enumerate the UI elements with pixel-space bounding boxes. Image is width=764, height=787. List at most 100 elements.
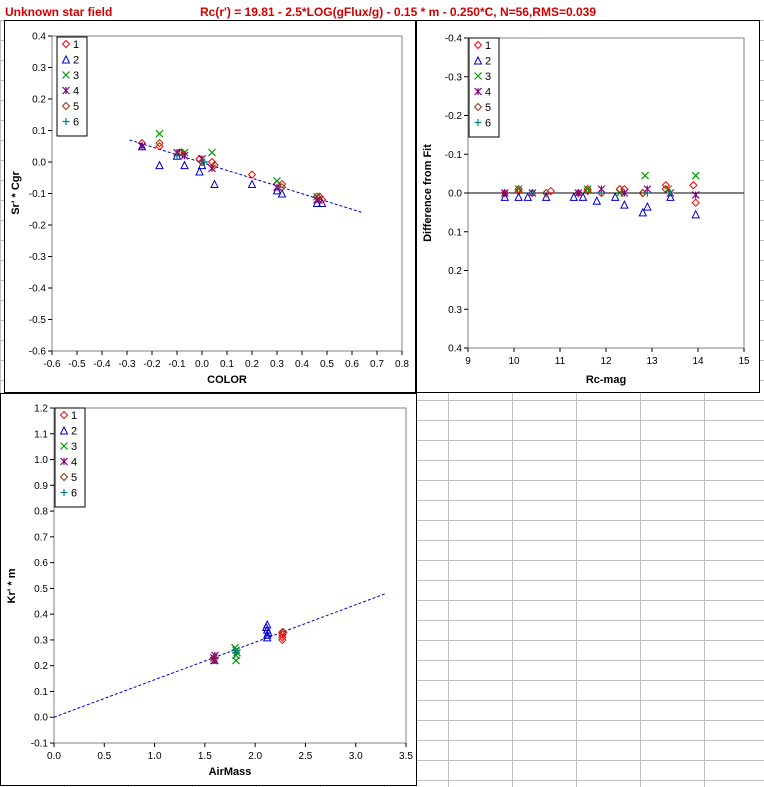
data-point [209,653,219,663]
series-6 [173,152,283,191]
color-term-chart[interactable]: -0.6 -0.5 -0.4 -0.3 -0.2 -0.1 0.0 0.1 0.2 0.3 0.4 0… [4,20,416,393]
data-point [177,148,187,157]
y-tick-label: 1.2 [34,404,48,415]
plot-area [51,35,403,352]
legend-label: 6 [71,488,77,500]
series-5 [155,138,324,201]
data-point [201,158,208,166]
legend-marker [60,457,68,466]
plot-area [53,407,407,744]
data-point [155,142,164,151]
x-tick-label: 0.5 [320,359,334,370]
data-point [569,192,579,201]
series-3 [514,171,700,197]
legend-label: 3 [73,70,79,82]
data-point [514,184,523,194]
data-point [232,649,240,657]
data-point [272,185,282,195]
legend-marker [61,39,71,49]
legend-marker [473,55,483,65]
x-tick-label: 0.2 [245,359,259,370]
legend-marker [474,87,482,96]
legend-marker [61,54,71,64]
legend-marker [59,472,69,482]
data-point [514,192,523,201]
data-point [546,186,556,196]
data-point [263,627,273,637]
data-point [173,152,181,160]
data-point [279,627,288,637]
legend-label: 5 [71,472,77,484]
data-point [541,192,551,201]
residuals-plot: 9 10 11 12 13 14 15-0.4-0.3-0.2-0.10.00.10.20.… [422,34,750,387]
series-6 [528,189,674,197]
x-tick-label: 0.0 [47,751,61,762]
y-tick-label: 0.0 [448,189,462,200]
y-tick-label: 0.4 [448,344,462,355]
legend-label: 6 [485,118,491,130]
x-tick-label: -0.2 [143,359,161,370]
x-tick-label: 0.5 [97,751,111,762]
legend-box [56,36,88,137]
y-axis-label: Difference from Fit [422,144,434,242]
series-6 [231,646,240,657]
data-point [208,148,216,157]
data-point [500,192,510,201]
residuals-chart[interactable]: 9 10 11 12 13 14 15 -0.4 -0.3 -0.2 -0.1 0.0 0.1 0.2 0.… [416,20,760,393]
x-tick-label: 11 [555,356,566,367]
legend-marker [59,410,69,420]
x-tick-label: 1.5 [198,751,212,762]
legend-label: 1 [485,40,491,52]
sheet-header: Unknown star field Rc(r') = 19.81 - 2.5*… [0,0,764,21]
legend-label: 1 [73,39,79,51]
extinction-chart[interactable]: 0.0 0.5 1.0 1.5 2.0 2.5 3.0 3.5 1.2 1.1 1.0 0.9 0.8 0… [0,393,417,786]
data-point [261,622,271,632]
data-point [210,179,219,189]
data-point [315,192,324,201]
data-point [523,192,533,201]
x-tick-label: -0.6 [43,359,61,370]
x-tick-label: 0.6 [345,359,359,370]
x-tick-label: 1.0 [148,751,162,762]
y-tick-label: -0.3 [445,72,463,83]
y-tick-label: 0.4 [34,610,48,621]
data-point [278,635,287,645]
y-tick-label: 0.0 [34,713,48,724]
y-axis-label: Kr' * m [6,568,18,603]
y-tick-label: 0.5 [34,584,48,595]
fit-line [53,593,387,718]
data-point [277,188,287,198]
data-point [155,138,164,148]
data-point [592,196,602,205]
legend-label: 3 [485,71,491,83]
data-point [691,191,700,199]
x-axis-label: COLOR [207,374,247,386]
data-point [610,192,620,201]
data-point [210,160,219,170]
data-point [620,200,629,209]
data-point [661,184,671,194]
legend-marker [60,489,68,496]
transform-formula: Rc(r') = 19.81 - 2.5*LOG(gFlux/g) - 0.15… [200,5,597,19]
legend-marker [60,442,68,450]
legend-label: 4 [485,87,491,99]
legend-marker [473,40,483,50]
x-tick-label: 2.5 [298,751,312,762]
data-point [500,189,509,197]
x-tick-label: 0.4 [295,359,309,370]
data-point [528,189,536,197]
x-axis-label: AirMass [209,766,252,778]
data-point [312,198,322,207]
x-tick-label: 2.0 [248,751,262,762]
data-point [278,627,287,637]
legend-label: 5 [73,101,79,113]
data-point [195,166,204,176]
data-point [689,181,698,190]
legend-marker [61,101,71,111]
y-tick-label: -0.2 [445,111,463,122]
x-tick-label: 0.3 [270,359,284,370]
y-tick-label: 1.0 [34,455,48,466]
legend-label: 6 [73,117,79,129]
data-point [578,192,588,201]
y-tick-label: 0.1 [34,687,48,698]
